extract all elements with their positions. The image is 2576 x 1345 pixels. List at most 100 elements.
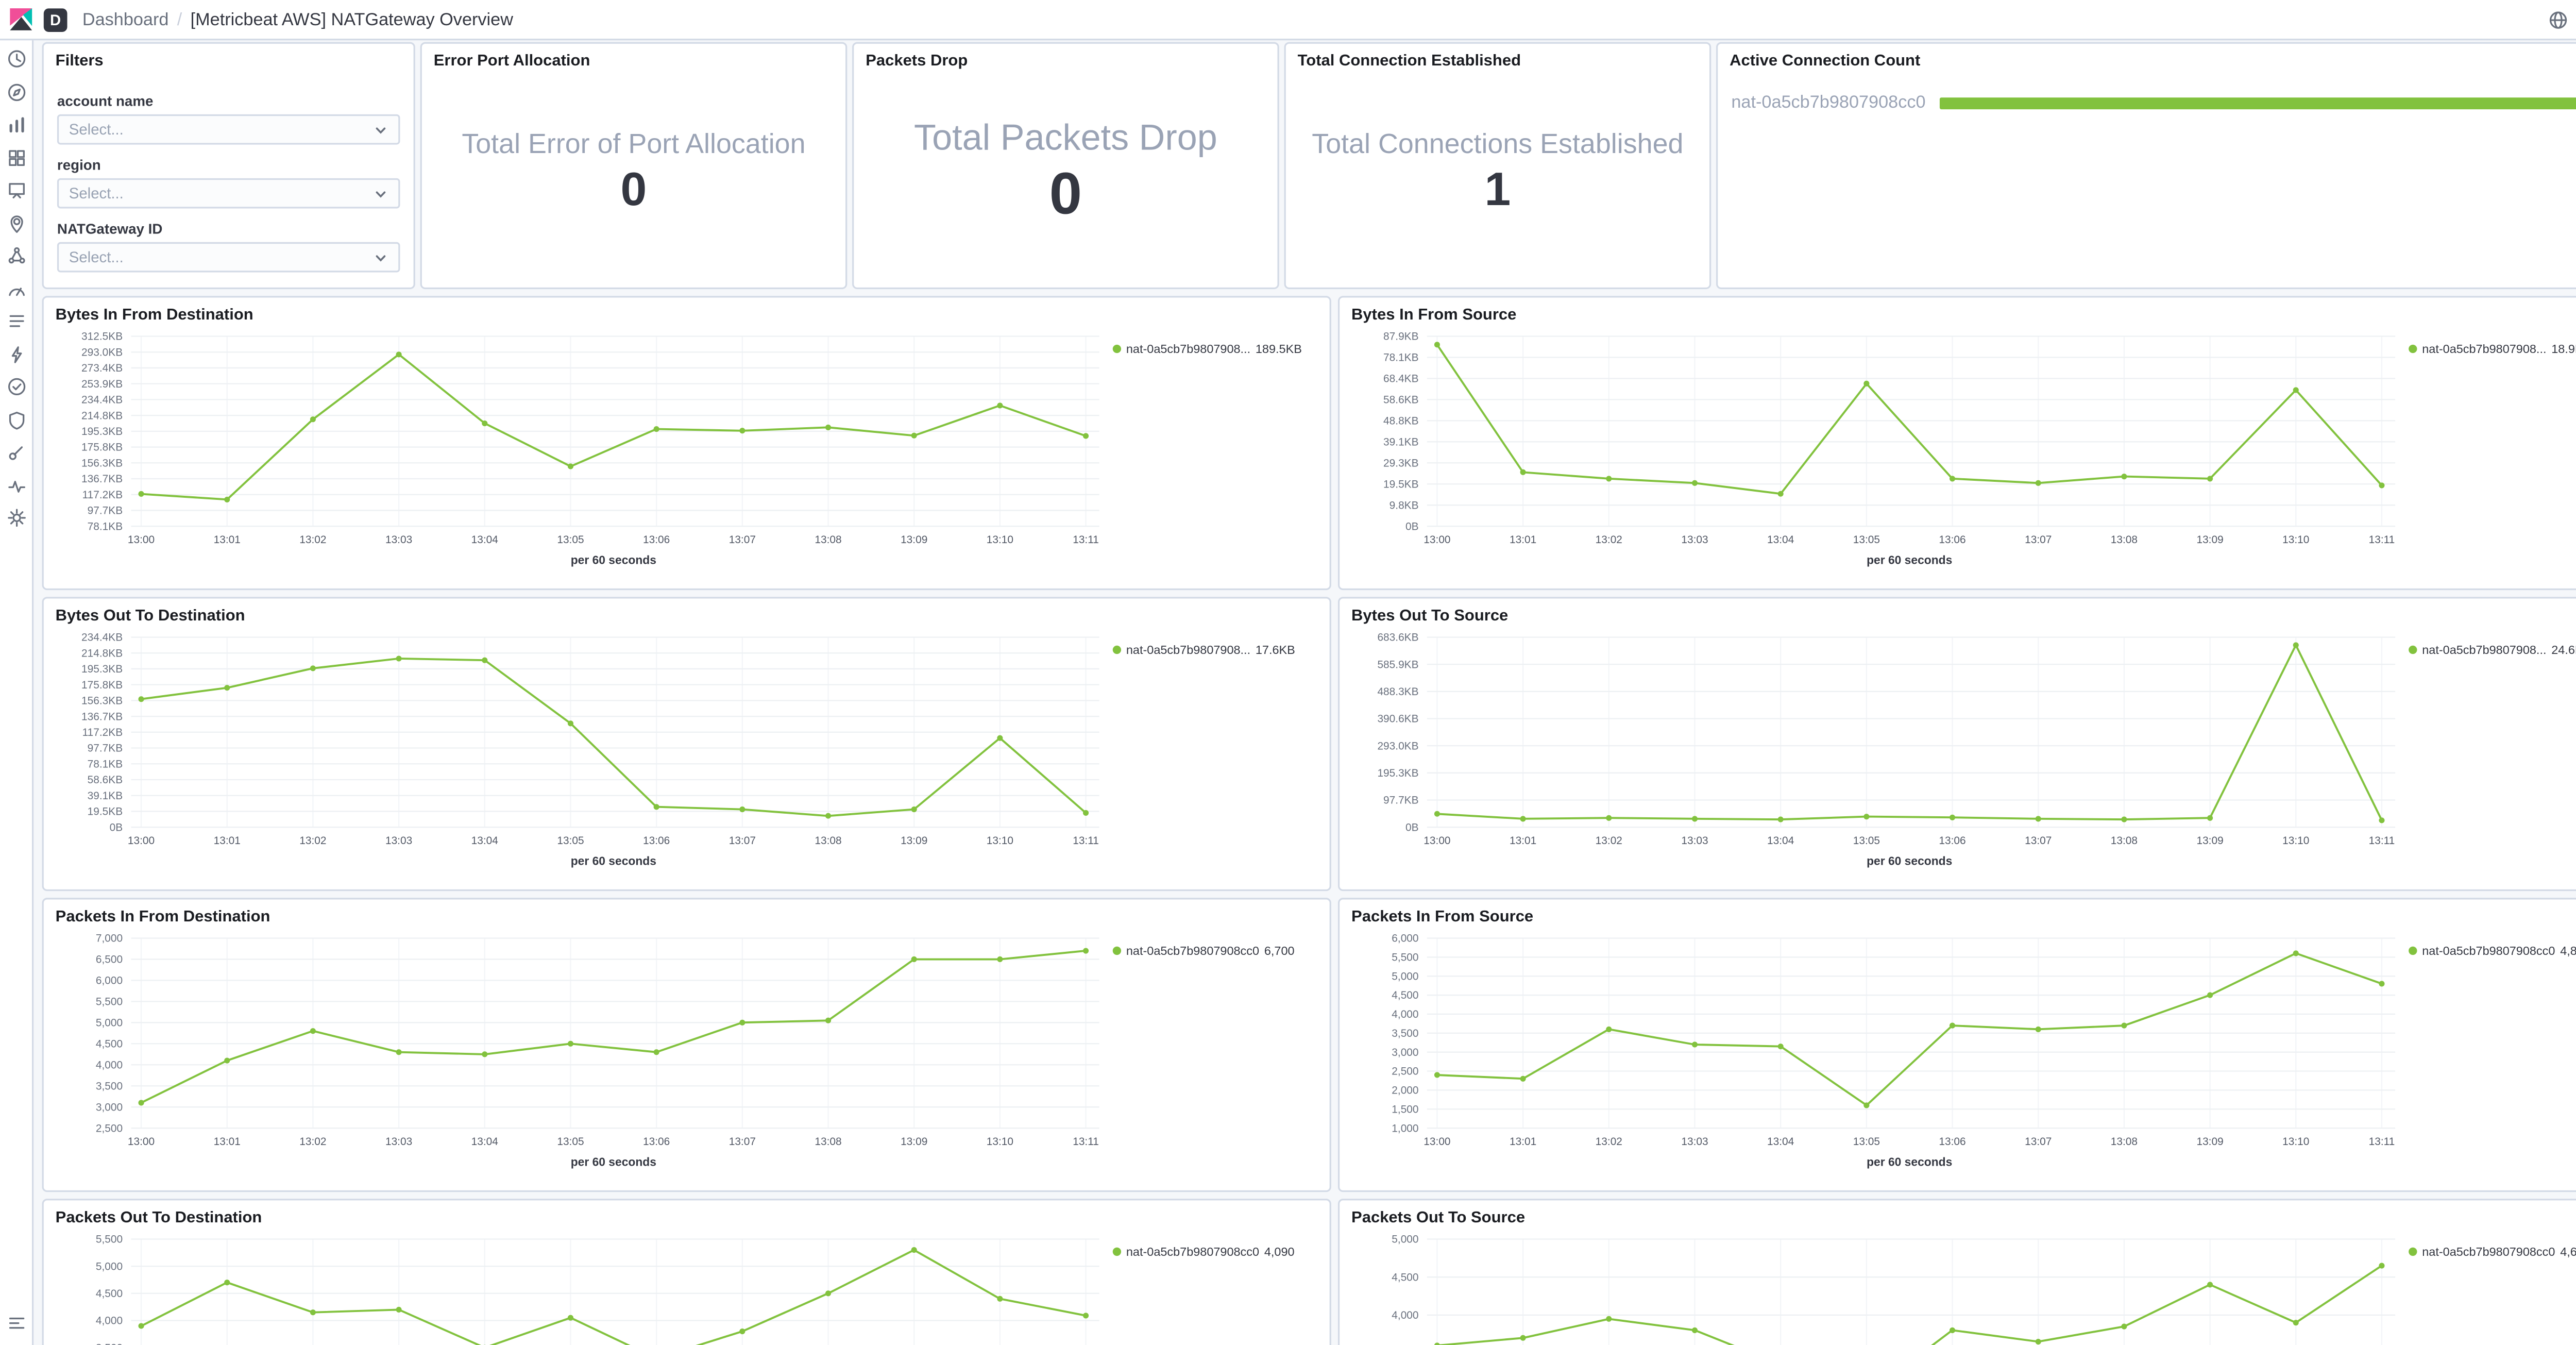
- svg-text:13:00: 13:00: [128, 1136, 155, 1148]
- field-label: NATGateway ID: [57, 221, 400, 238]
- svg-text:4,000: 4,000: [1392, 1008, 1418, 1020]
- panel-title[interactable]: Filters: [44, 44, 414, 71]
- chart-legend[interactable]: nat-0a5cb7b9807908... 18.9KB: [2409, 341, 2576, 356]
- panel-title[interactable]: Packets Out To Destination: [44, 1200, 1330, 1228]
- svg-text:195.3KB: 195.3KB: [81, 426, 123, 438]
- svg-text:234.4KB: 234.4KB: [81, 394, 123, 406]
- panel-title[interactable]: Bytes In From Destination: [44, 297, 1330, 325]
- active-connection-count-panel: Active Connection Count nat-0a5cb7b98079…: [1716, 42, 2576, 290]
- panel-title[interactable]: Packets In From Source: [1340, 899, 2576, 927]
- discover-icon[interactable]: [6, 81, 26, 102]
- chart-svg: 5,0004,5004,0003,5003,0002,50013:0013:01…: [1350, 1231, 2409, 1345]
- svg-text:13:03: 13:03: [1681, 534, 1708, 546]
- chart-legend[interactable]: nat-0a5cb7b9807908cc0 4,800: [2409, 943, 2576, 958]
- logs-icon[interactable]: [6, 311, 26, 331]
- svg-text:13:02: 13:02: [1596, 835, 1622, 847]
- select-placeholder: Select...: [69, 122, 124, 139]
- panel-title[interactable]: Bytes In From Source: [1340, 297, 2576, 325]
- recently-viewed-icon[interactable]: [6, 49, 26, 69]
- visualize-icon[interactable]: [6, 114, 26, 134]
- svg-text:3,500: 3,500: [1392, 1028, 1418, 1039]
- chart-legend[interactable]: nat-0a5cb7b9807908cc0 6,700: [1113, 943, 1321, 958]
- active-connection-row: nat-0a5cb7b9807908cc0 1: [1731, 93, 2576, 113]
- monitoring-icon[interactable]: [6, 475, 26, 495]
- svg-text:13:09: 13:09: [901, 835, 927, 847]
- panel-title[interactable]: Bytes Out To Destination: [44, 598, 1330, 626]
- management-icon[interactable]: [6, 508, 26, 528]
- connection-count-bar[interactable]: [1939, 97, 2576, 109]
- maps-icon[interactable]: [6, 213, 26, 233]
- svg-text:13:01: 13:01: [214, 534, 241, 546]
- panel-title[interactable]: Bytes Out To Source: [1340, 598, 2576, 626]
- apm-icon[interactable]: [6, 344, 26, 364]
- svg-text:4,500: 4,500: [1392, 989, 1418, 1001]
- svg-text:214.8KB: 214.8KB: [81, 647, 123, 659]
- collapse-menu-icon[interactable]: [6, 1313, 26, 1333]
- svg-text:13:03: 13:03: [385, 835, 412, 847]
- legend-series-dot: [2409, 345, 2417, 353]
- chart-legend[interactable]: nat-0a5cb7b9807908cc0 4,650: [2409, 1244, 2576, 1259]
- svg-text:117.2KB: 117.2KB: [82, 489, 123, 501]
- chart-svg: 5,5005,0004,5004,0003,5003,0002,5002,000…: [54, 1231, 1112, 1345]
- svg-text:13:11: 13:11: [1073, 835, 1099, 847]
- svg-text:13:10: 13:10: [987, 534, 1013, 546]
- region-field: region Select...: [57, 157, 400, 209]
- svg-text:29.3KB: 29.3KB: [1383, 457, 1418, 469]
- svg-text:13:08: 13:08: [815, 534, 841, 546]
- canvas-icon[interactable]: [6, 180, 26, 200]
- dashboard-canvas: Filters account name Select... region Se…: [32, 39, 2576, 1345]
- legend-series-dot: [1113, 947, 1121, 955]
- line-chart[interactable]: 5,5005,0004,5004,0003,5003,0002,5002,000…: [54, 1231, 1112, 1345]
- machine-learning-icon[interactable]: [6, 245, 26, 265]
- svg-text:2,000: 2,000: [1392, 1085, 1418, 1097]
- chart-legend[interactable]: nat-0a5cb7b9807908... 189.5KB: [1113, 341, 1321, 356]
- svg-text:13:07: 13:07: [2025, 534, 2052, 546]
- space-badge[interactable]: D: [44, 8, 67, 31]
- siem-icon[interactable]: [6, 409, 26, 429]
- chart-legend[interactable]: nat-0a5cb7b9807908cc0 4,090: [1113, 1244, 1321, 1259]
- metrics-icon[interactable]: [6, 278, 26, 298]
- panel-title[interactable]: Packets Out To Source: [1340, 1200, 2576, 1228]
- svg-text:13:09: 13:09: [2196, 534, 2223, 546]
- chart-legend[interactable]: nat-0a5cb7b9807908... 17.6KB: [1113, 642, 1321, 657]
- svg-text:117.2KB: 117.2KB: [82, 727, 123, 738]
- panel-title[interactable]: Active Connection Count: [1718, 44, 2576, 71]
- breadcrumb-dashboard[interactable]: Dashboard: [82, 9, 169, 29]
- svg-text:13:04: 13:04: [471, 835, 498, 847]
- region-select[interactable]: Select...: [57, 179, 400, 209]
- uptime-icon[interactable]: [6, 377, 26, 397]
- svg-text:5,000: 5,000: [96, 1260, 123, 1272]
- dashboard-icon[interactable]: [6, 147, 26, 167]
- svg-text:13:08: 13:08: [815, 1136, 841, 1148]
- kibana-logo-icon[interactable]: [8, 7, 33, 32]
- svg-text:5,500: 5,500: [96, 996, 123, 1008]
- svg-text:97.7KB: 97.7KB: [88, 505, 123, 517]
- legend-value: 6,700: [1264, 943, 1295, 958]
- svg-text:3,000: 3,000: [96, 1101, 123, 1113]
- svg-text:13:10: 13:10: [2282, 1136, 2309, 1148]
- panel-title[interactable]: Packets In From Destination: [44, 899, 1330, 927]
- svg-text:0B: 0B: [1405, 520, 1419, 532]
- legend-value: 4,090: [1264, 1244, 1295, 1259]
- line-chart[interactable]: 5,0004,5004,0003,5003,0002,50013:0013:01…: [1350, 1231, 2409, 1345]
- svg-text:9.8KB: 9.8KB: [1389, 499, 1419, 511]
- natgateway-id-select[interactable]: Select...: [57, 243, 400, 273]
- legend-series-dot: [2409, 947, 2417, 955]
- chart-legend[interactable]: nat-0a5cb7b9807908... 24.6KB: [2409, 642, 2576, 657]
- dev-tools-icon[interactable]: [6, 442, 26, 462]
- svg-text:13:03: 13:03: [1681, 1136, 1708, 1148]
- svg-text:per 60 seconds: per 60 seconds: [571, 553, 656, 567]
- account-name-select[interactable]: Select...: [57, 115, 400, 145]
- page-title: [Metricbeat AWS] NATGateway Overview: [191, 9, 513, 29]
- svg-text:13:11: 13:11: [1073, 1136, 1099, 1148]
- svg-text:13:09: 13:09: [2196, 1136, 2223, 1148]
- cloud-icon[interactable]: [2547, 8, 2568, 30]
